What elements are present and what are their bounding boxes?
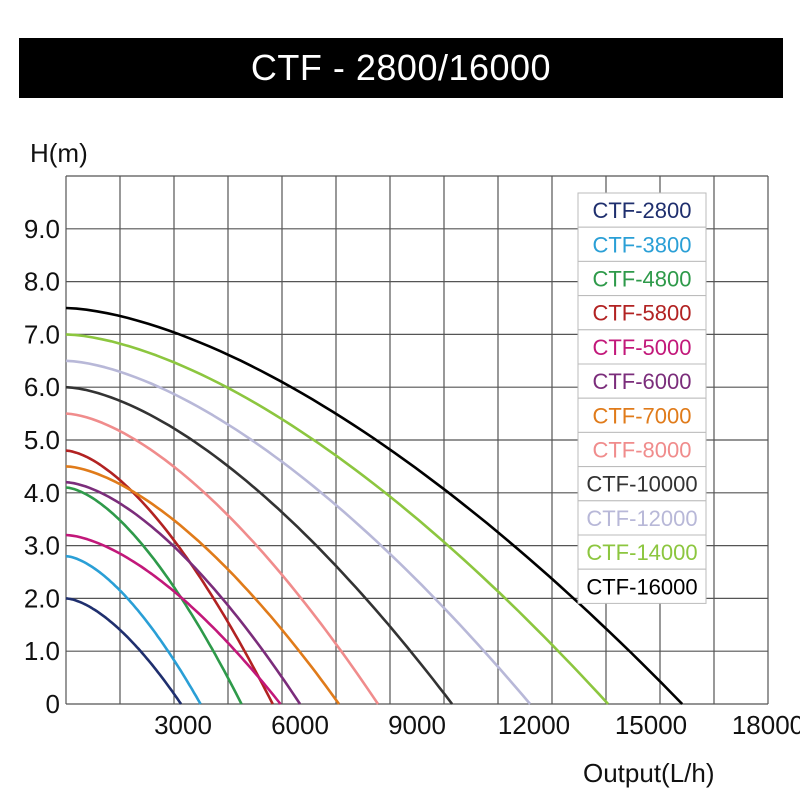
legend-cell [577,431,707,468]
y-tick-label: 1.0 [24,636,60,666]
y-tick-label: 6.0 [24,372,60,402]
legend-cell [577,260,707,297]
legend: CTF-2800 CTF-3800 CTF-4800 CTF-5800 CTF-5000… [577,192,707,604]
x-tick-label: 15000 [615,710,687,740]
series-line-ctf-5000 [65,533,282,705]
series-line-ctf-6000 [65,480,302,705]
legend-cell [577,295,707,331]
chart-title-bar: CTF - 2800/16000 [19,38,783,98]
y-tick-label: 9.0 [24,214,60,244]
legend-cell [577,568,707,604]
y-tick-label: 3.0 [24,531,60,561]
x-tick-label: 3000 [154,710,212,740]
legend-entry: CTF-2800 [592,198,691,223]
series-line-ctf-10000 [65,385,454,705]
series-line-ctf-12000 [65,359,532,705]
legend-entry: CTF-4800 [592,267,691,292]
legend-cell [577,363,707,399]
x-tick-label: 18000 [732,710,800,740]
legend-cell [577,226,707,262]
series-line-ctf-8000 [65,412,380,705]
legend-entry: CTF-14000 [586,540,697,565]
x-tick-label: 12000 [498,710,570,740]
y-tick-label: 2.0 [24,583,60,613]
x-axis-label: Output(L/h) [583,758,715,788]
legend-entry: CTF-10000 [586,472,697,497]
legend-cell [577,192,707,228]
y-axis-label: H(m) [30,138,88,168]
series-line-ctf-7000 [65,465,341,705]
y-tick-labels: 0 1.0 2.0 3.0 4.0 5.0 6.0 7.0 8.0 9.0 [24,214,60,719]
chart-title: CTF - 2800/16000 [250,47,552,88]
series-line-ctf-2800 [65,597,183,705]
y-tick-label: 5.0 [24,425,60,455]
legend-entry: CTF-6000 [592,369,691,394]
legend-cell [577,466,707,502]
legend-entry: CTF-8000 [592,438,691,463]
y-tick-label: 4.0 [24,478,60,508]
legend-entry: CTF-5800 [592,301,691,326]
y-tick-label: 7.0 [24,319,60,349]
series-line-ctf-14000 [65,333,610,705]
legend-cell [577,500,707,536]
legend-cell [577,397,707,433]
x-tick-label: 9000 [388,710,446,740]
legend-entry: CTF-5000 [592,335,691,360]
x-tick-labels: 3000 6000 9000 12000 15000 18000 [154,710,800,740]
y-tick-label: 8.0 [24,267,60,297]
series-line-ctf-4800 [65,486,243,705]
legend-cell [577,329,707,365]
series-line-ctf-3800 [65,554,202,705]
series-line-ctf-5800 [65,449,274,705]
legend-entry: CTF-7000 [592,403,691,428]
legend-entry: CTF-3800 [592,232,691,257]
y-tick-label: 0 [46,689,60,719]
legend-entry: CTF-12000 [586,506,697,531]
x-tick-label: 6000 [271,710,329,740]
legend-entry: CTF-16000 [586,574,697,599]
